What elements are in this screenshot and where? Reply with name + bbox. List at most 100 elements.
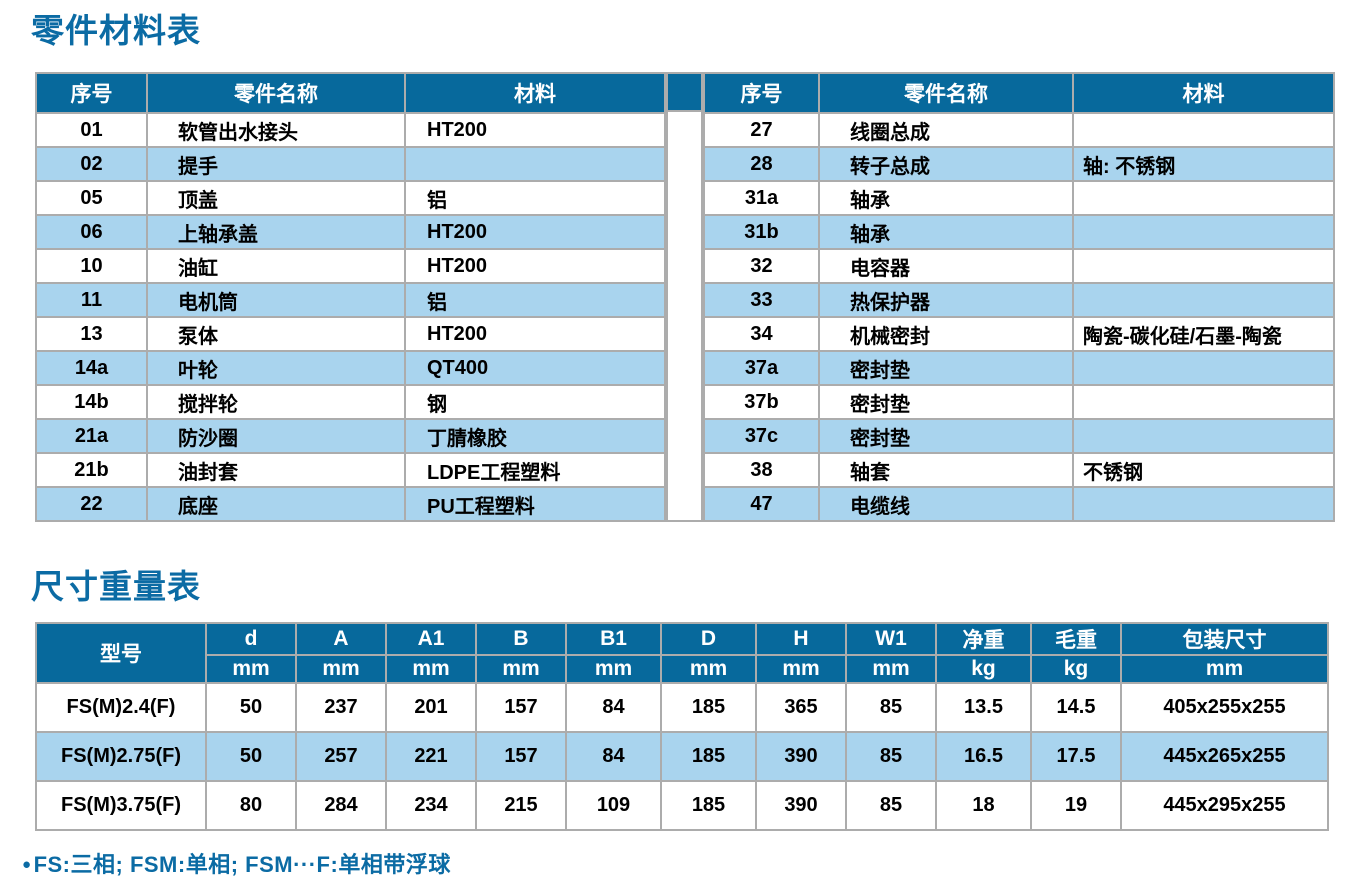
column-header-no: 序号 bbox=[35, 72, 148, 114]
part-material: PU工程塑料 bbox=[404, 486, 666, 522]
table-row: 31b 轴承 bbox=[703, 214, 1335, 250]
model-cell: FS(M)2.4(F) bbox=[35, 682, 207, 733]
part-name: 电容器 bbox=[818, 248, 1074, 284]
column-header-gross-weight: 毛重 bbox=[1030, 622, 1122, 656]
table-row: 21b 油封套 LDPE工程塑料 bbox=[35, 452, 666, 488]
part-material bbox=[1072, 180, 1335, 216]
part-no: 37a bbox=[703, 350, 820, 386]
table-row: 27 线圈总成 bbox=[703, 112, 1335, 148]
part-material bbox=[1072, 282, 1335, 318]
model-cell: FS(M)2.75(F) bbox=[35, 731, 207, 782]
part-material: 铝 bbox=[404, 180, 666, 216]
column-header-net-weight: 净重 bbox=[935, 622, 1032, 656]
value-cell: 19 bbox=[1030, 780, 1122, 831]
table-row: 02 提手 bbox=[35, 146, 666, 182]
value-cell: 109 bbox=[565, 780, 662, 831]
part-material bbox=[1072, 214, 1335, 250]
part-no: 21b bbox=[35, 452, 148, 488]
part-material: 钢 bbox=[404, 384, 666, 420]
part-name: 油封套 bbox=[146, 452, 406, 488]
part-no: 34 bbox=[703, 316, 820, 352]
part-name: 顶盖 bbox=[146, 180, 406, 216]
part-name: 密封垫 bbox=[818, 350, 1074, 386]
parts-table-left: 序号 零件名称 材料 01 软管出水接头 HT200 02 提手 05 顶盖铝 06 上轴… bbox=[35, 72, 666, 522]
unit-header: kg bbox=[935, 654, 1032, 684]
table-row: 21a 防沙圈 丁腈橡胶 bbox=[35, 418, 666, 454]
parts-table-title: 零件材料表 bbox=[31, 12, 201, 49]
part-material: 不锈钢 bbox=[1072, 452, 1335, 488]
part-name: 热保护器 bbox=[818, 282, 1074, 318]
value-cell: 14.5 bbox=[1030, 682, 1122, 733]
part-no: 10 bbox=[35, 248, 148, 284]
part-no: 33 bbox=[703, 282, 820, 318]
datasheet-page: 零件材料表 序号 零件名称 材料 01 软管出水接头 HT200 02 提手 05 顶盖… bbox=[22, 12, 1335, 877]
unit-header: mm bbox=[1120, 654, 1329, 684]
part-no: 27 bbox=[703, 112, 820, 148]
bullet-icon: ● bbox=[22, 856, 32, 873]
part-material: HT200 bbox=[404, 316, 666, 352]
value-cell: 221 bbox=[385, 731, 477, 782]
value-cell: 85 bbox=[845, 780, 937, 831]
value-cell: 185 bbox=[660, 780, 757, 831]
value-cell: 18 bbox=[935, 780, 1032, 831]
part-material: 铝 bbox=[404, 282, 666, 318]
part-name: 轴套 bbox=[818, 452, 1074, 488]
unit-header: mm bbox=[385, 654, 477, 684]
part-material: 轴: 不锈钢 bbox=[1072, 146, 1335, 182]
value-cell: 185 bbox=[660, 682, 757, 733]
header-row-labels: 型号 d A A1 B B1 D H W1 净重 毛重 包装尺寸 bbox=[35, 622, 1329, 684]
part-material: QT400 bbox=[404, 350, 666, 386]
value-cell: 50 bbox=[205, 731, 297, 782]
dimension-weight-table: 型号 d A A1 B B1 D H W1 净重 毛重 包装尺寸 mm mm m… bbox=[35, 622, 1329, 831]
part-material bbox=[404, 146, 666, 182]
value-cell: 50 bbox=[205, 682, 297, 733]
part-name: 防沙圈 bbox=[146, 418, 406, 454]
value-cell: 185 bbox=[660, 731, 757, 782]
part-no: 13 bbox=[35, 316, 148, 352]
header-row-units: mm mm mm mm mm mm mm mm kg kg mm bbox=[36, 654, 1329, 684]
part-name: 上轴承盖 bbox=[146, 214, 406, 250]
part-name: 机械密封 bbox=[818, 316, 1074, 352]
unit-header: mm bbox=[660, 654, 757, 684]
table-row: 14a 叶轮 QT400 bbox=[35, 350, 666, 386]
part-no: 28 bbox=[703, 146, 820, 182]
header-row: 序号 零件名称 材料 bbox=[35, 72, 666, 114]
table-row: 11 电机筒铝 bbox=[35, 282, 666, 318]
part-no: 14b bbox=[35, 384, 148, 420]
unit-header: mm bbox=[475, 654, 567, 684]
table-row: 38 轴套 不锈钢 bbox=[703, 452, 1335, 488]
part-no: 14a bbox=[35, 350, 148, 386]
part-material bbox=[1072, 418, 1335, 454]
value-cell: 257 bbox=[295, 731, 387, 782]
part-no: 02 bbox=[35, 146, 148, 182]
unit-header: mm bbox=[295, 654, 387, 684]
part-material: LDPE工程塑料 bbox=[404, 452, 666, 488]
part-name: 转子总成 bbox=[818, 146, 1074, 182]
part-material bbox=[1072, 350, 1335, 386]
part-name: 电机筒 bbox=[146, 282, 406, 318]
column-header-b: B bbox=[475, 622, 567, 656]
column-header-dd: D bbox=[660, 622, 757, 656]
value-cell: 157 bbox=[475, 682, 567, 733]
value-cell: 80 bbox=[205, 780, 297, 831]
table-row: 06 上轴承盖 HT200 bbox=[35, 214, 666, 250]
part-material: 丁腈橡胶 bbox=[404, 418, 666, 454]
part-name: 叶轮 bbox=[146, 350, 406, 386]
table-row: 37b 密封垫 bbox=[703, 384, 1335, 420]
value-cell: 445x265x255 bbox=[1120, 731, 1329, 782]
table-row: FS(M)2.75(F) 50 257 221 157 84 185 390 8… bbox=[35, 731, 1329, 782]
dimension-table-title: 尺寸重量表 bbox=[31, 568, 201, 605]
column-header-h: H bbox=[755, 622, 847, 656]
value-cell: 365 bbox=[755, 682, 847, 733]
table-row: 37c 密封垫 bbox=[703, 418, 1335, 454]
part-no: 01 bbox=[35, 112, 148, 148]
header-row: 序号 零件名称 材料 bbox=[703, 72, 1335, 114]
unit-header: mm bbox=[565, 654, 662, 684]
value-cell: 84 bbox=[565, 731, 662, 782]
table-row: 22 底座 PU工程塑料 bbox=[35, 486, 666, 522]
part-no: 47 bbox=[703, 486, 820, 522]
footnote: ●FS:三相; FSM:单相; FSM···F:单相带浮球 bbox=[22, 847, 1363, 879]
column-header-a1: A1 bbox=[385, 622, 477, 656]
part-material bbox=[1072, 384, 1335, 420]
column-header-no: 序号 bbox=[703, 72, 820, 114]
